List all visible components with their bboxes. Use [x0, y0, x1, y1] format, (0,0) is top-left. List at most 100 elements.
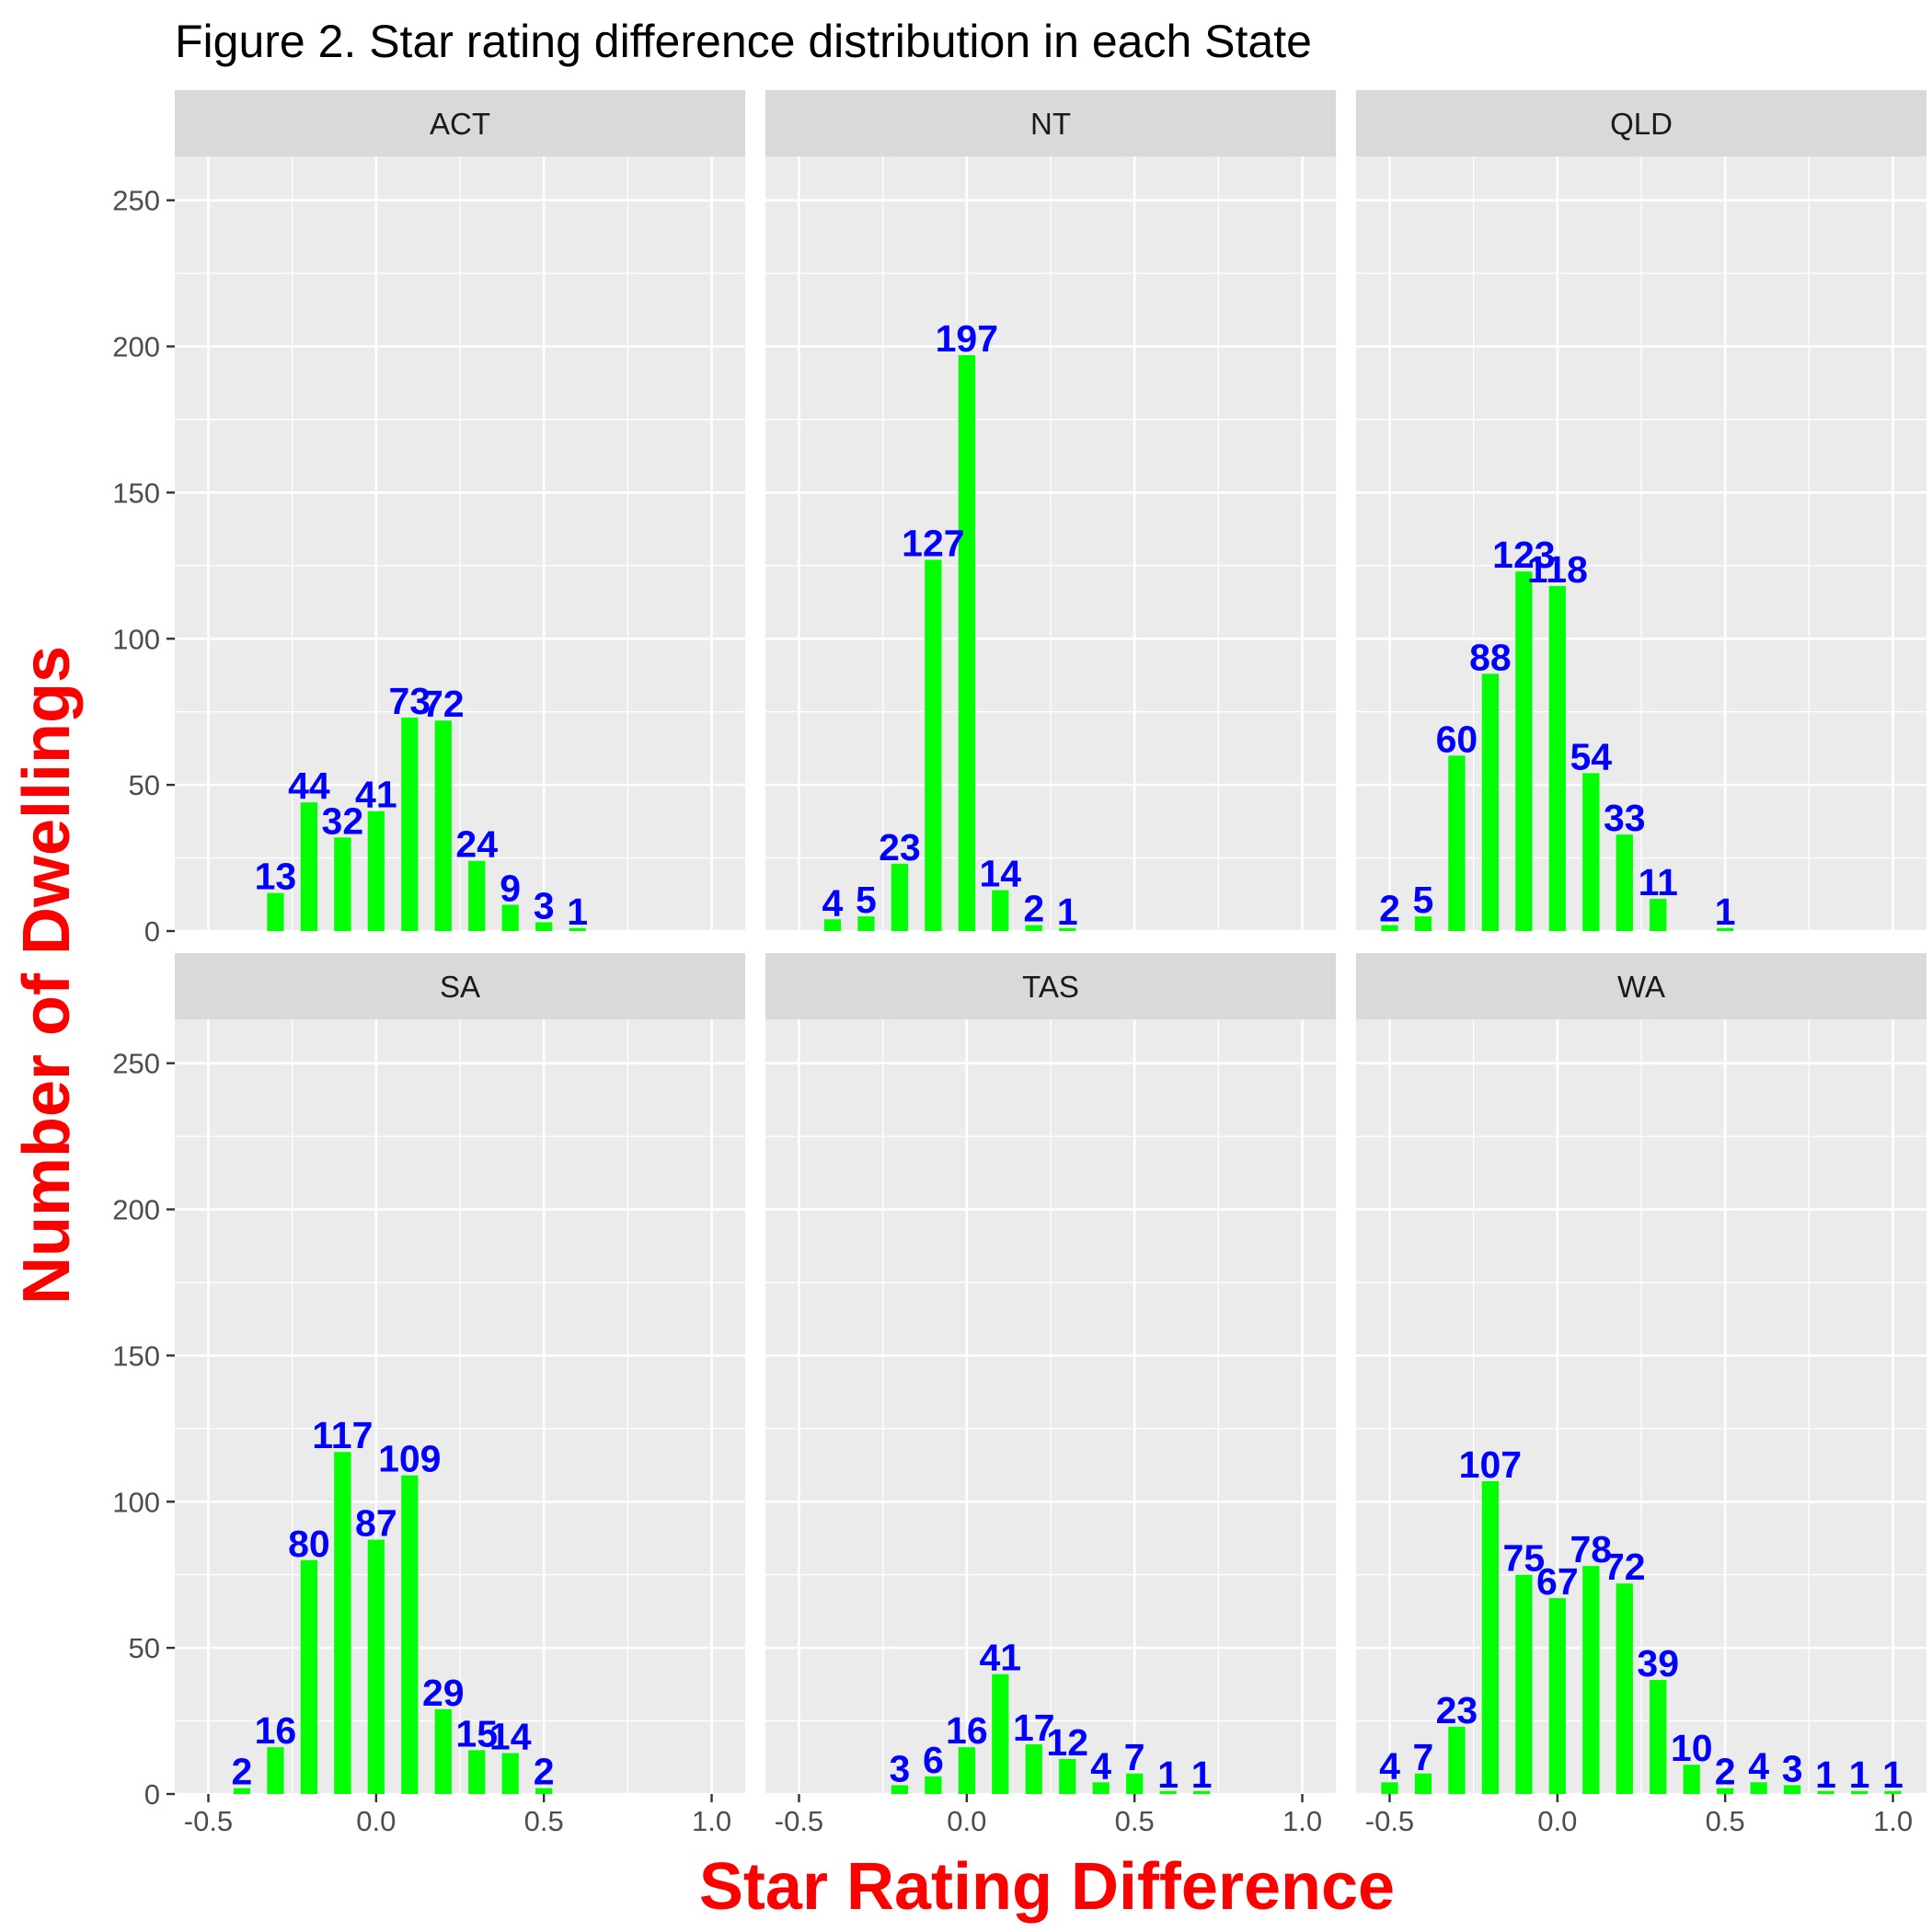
bar-value-label: 4: [1748, 1744, 1769, 1787]
bar: [1817, 1790, 1834, 1794]
facet-strip: [1356, 90, 1926, 156]
bar: [334, 1452, 351, 1794]
bar: [1159, 1790, 1177, 1794]
bar: [1582, 1566, 1600, 1794]
bar: [367, 811, 385, 931]
bar: [891, 1785, 908, 1794]
bar: [1059, 927, 1076, 931]
bar-value-label: 75: [1503, 1537, 1546, 1580]
bar-value-label: 107: [1459, 1443, 1522, 1486]
chart-title: Figure 2. Star rating difference distrib…: [175, 16, 1312, 67]
bar-value-label: 87: [355, 1502, 397, 1545]
bar: [992, 1673, 1009, 1794]
bar: [267, 1747, 284, 1794]
y-axis: 0 50 100 150 200 250: [112, 1048, 175, 1811]
bar-value-label: 5: [856, 879, 877, 921]
facet-strip: [765, 90, 1336, 156]
bars: [823, 355, 1076, 931]
bar-value-label: 109: [378, 1438, 441, 1480]
bar-value-label: 80: [288, 1523, 330, 1565]
bars: [891, 1673, 1211, 1794]
bar-value-label: 14: [979, 853, 1021, 895]
x-tick-label: 0.0: [356, 1805, 396, 1837]
bar: [569, 927, 586, 931]
bar-value-label: 1: [1157, 1754, 1179, 1796]
bar-value-label: 13: [255, 856, 297, 898]
bar-value-label: 78: [1570, 1528, 1612, 1570]
bar-value-label: 12: [1046, 1721, 1088, 1764]
x-tick-label: 0.0: [947, 1805, 986, 1837]
x-axis-title: Star Rating Difference: [699, 1850, 1395, 1924]
bar: [501, 1753, 519, 1794]
bar-value-label: 72: [422, 683, 465, 725]
bar-value-label: 11: [1639, 861, 1678, 903]
y-tick-label: 50: [129, 769, 160, 801]
bar: [823, 919, 842, 931]
x-tick-label: 0.5: [524, 1805, 564, 1837]
bar-value-label: 14: [489, 1716, 532, 1758]
bar-value-label: 1: [1815, 1754, 1836, 1796]
bar: [1515, 1574, 1533, 1794]
bar: [1414, 916, 1432, 931]
bar: [1381, 925, 1398, 931]
bar-value-label: 4: [822, 881, 844, 924]
bar: [1025, 1743, 1042, 1794]
bar: [1414, 1773, 1432, 1794]
bar: [1548, 586, 1566, 931]
bar-value-label: 2: [1023, 888, 1044, 930]
bar: [1884, 1790, 1902, 1794]
x-axis: -0.5 0.0 0.5 1.0: [1365, 1794, 1913, 1837]
gridlines: [175, 1019, 745, 1796]
bar: [891, 863, 908, 931]
bar-value-label: 67: [1536, 1560, 1579, 1603]
bar: [1515, 571, 1533, 931]
bar-value-label: 1: [1882, 1754, 1903, 1796]
bar-value-label: 23: [1436, 1689, 1478, 1731]
x-tick-label: 0.5: [1115, 1805, 1155, 1837]
bar: [1850, 1790, 1869, 1794]
bar-value-label: 4: [1090, 1744, 1111, 1787]
bar: [1092, 1782, 1110, 1794]
bar: [468, 1750, 486, 1794]
bar: [535, 1788, 553, 1794]
bar: [1582, 773, 1600, 931]
bar: [334, 837, 351, 931]
y-tick-label: 100: [112, 623, 160, 655]
bar-value-label: 1: [1191, 1754, 1213, 1796]
x-tick-label: 1.0: [1873, 1805, 1913, 1837]
x-tick-label: 1.0: [1282, 1805, 1322, 1837]
bar: [367, 1539, 385, 1794]
bar-value-label: 7: [1124, 1736, 1145, 1778]
y-tick-label: 250: [112, 185, 160, 217]
bar: [1059, 1758, 1076, 1794]
bar-value-label: 44: [288, 765, 330, 807]
y-axis: 0 50 100 150 200 250: [112, 185, 175, 948]
bar: [267, 892, 284, 931]
bar: [1448, 1726, 1466, 1794]
x-axis: -0.5 0.0 0.5 1.0: [184, 1794, 731, 1837]
bar: [1784, 1785, 1801, 1794]
facet-strip-label: NT: [1030, 107, 1071, 141]
bars: [1381, 1481, 1902, 1794]
bar-value-label: 1: [1715, 891, 1736, 933]
y-tick-label: 0: [144, 1778, 160, 1811]
y-axes: 0 50 100 150 200 250 0 50 100 150 200 250: [112, 185, 175, 1811]
bar: [1481, 673, 1499, 931]
bar-value-label: 2: [232, 1751, 253, 1793]
bar-value-label: 1: [567, 891, 588, 933]
bar: [300, 1559, 317, 1794]
bar-value-label: 29: [422, 1672, 465, 1714]
bar-value-label: 3: [889, 1747, 910, 1789]
facet-strip-label: ACT: [430, 107, 490, 141]
bar-value-label: 41: [979, 1637, 1021, 1679]
bar: [1548, 1598, 1566, 1794]
bar-value-label: 23: [879, 826, 921, 868]
bar: [501, 904, 519, 931]
